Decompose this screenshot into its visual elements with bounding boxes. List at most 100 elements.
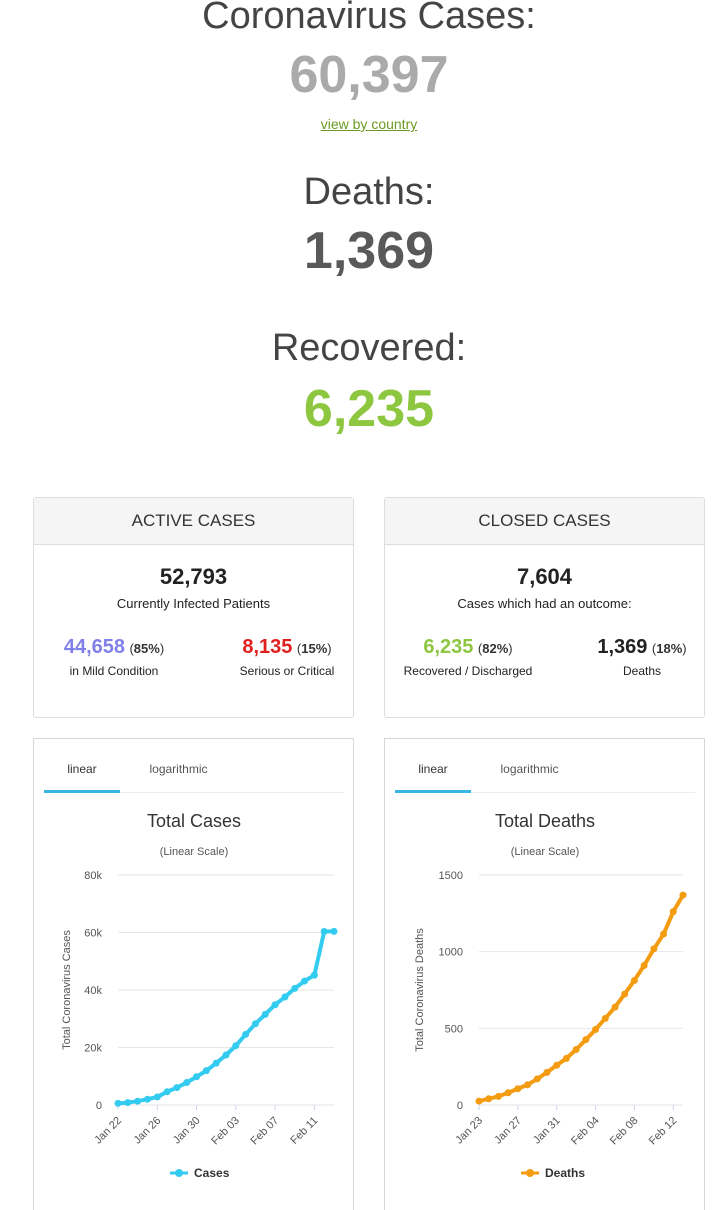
- x-tick-label: Jan 26: [132, 1115, 164, 1147]
- x-tick-label: Feb 07: [249, 1115, 282, 1148]
- data-point: [601, 1014, 609, 1022]
- data-point: [202, 1067, 210, 1075]
- data-point: [592, 1026, 600, 1034]
- data-point: [660, 930, 668, 938]
- chart-subtitle: (Linear Scale): [160, 846, 228, 858]
- active-total-label: Currently Infected Patients: [116, 596, 271, 611]
- closed-recovered-value: 6,235: [423, 636, 474, 658]
- closed-recovered-label: Recovered / Discharged: [403, 664, 533, 678]
- data-point: [261, 1010, 269, 1018]
- data-point: [572, 1045, 580, 1053]
- y-tick-label: 60k: [84, 928, 102, 940]
- x-tick-label: Feb 12: [647, 1115, 680, 1148]
- cases-chart-tabs: linear logarithmic: [44, 753, 344, 793]
- closed-total-label: Cases which had an outcome:: [457, 596, 632, 611]
- deaths-pct-wrap: (18%): [651, 641, 687, 656]
- legend-label: Cases: [194, 1166, 230, 1180]
- data-point: [212, 1059, 220, 1067]
- deaths-tab-logarithmic[interactable]: logarithmic: [500, 762, 559, 776]
- data-point: [320, 928, 328, 936]
- mild-pct-wrap: (85%): [129, 641, 165, 656]
- data-point: [650, 945, 658, 953]
- total-cases-chart-panel: linear logarithmic Total Cases (Linear Sc…: [33, 738, 354, 1210]
- data-point: [611, 1003, 619, 1011]
- y-axis-label: Total Coronavirus Cases: [61, 930, 73, 1050]
- data-point: [640, 961, 648, 969]
- x-tick-label: Jan 22: [92, 1115, 124, 1147]
- mild-label: in Mild Condition: [69, 664, 159, 678]
- chart-title: Total Cases: [147, 811, 241, 831]
- data-point: [242, 1030, 250, 1038]
- cases-tab-linear[interactable]: linear: [44, 753, 120, 793]
- y-tick-label: 1500: [439, 870, 463, 882]
- x-tick-label: Feb 04: [569, 1115, 602, 1148]
- legend-marker-icon: [175, 1169, 183, 1177]
- data-point: [533, 1075, 541, 1083]
- x-tick-label: Feb 11: [288, 1115, 320, 1147]
- active-cases-title: ACTIVE CASES: [34, 498, 353, 545]
- mild-pct: 85%: [133, 641, 160, 656]
- data-point: [124, 1099, 132, 1107]
- deaths-heading: Deaths:: [303, 171, 435, 213]
- data-point: [621, 990, 629, 998]
- active-cases-panel: ACTIVE CASES 52,793 Currently Infected P…: [33, 497, 354, 718]
- data-point: [679, 891, 687, 899]
- y-tick-label: 1000: [439, 947, 463, 959]
- data-point: [271, 1001, 279, 1009]
- recovered-heading: Recovered:: [271, 327, 467, 369]
- series-line: [478, 894, 685, 1104]
- data-point: [330, 927, 338, 935]
- x-tick-label: Jan 23: [453, 1115, 485, 1147]
- serious-pct-wrap: (15%): [296, 641, 332, 656]
- closed-cases-title: CLOSED CASES: [385, 498, 704, 545]
- active-total: 52,793: [159, 564, 228, 589]
- view-by-country-link[interactable]: view by country: [320, 116, 418, 132]
- data-point: [562, 1054, 570, 1062]
- legend-marker-icon: [526, 1169, 534, 1177]
- cases-heading: Coronavirus Cases:: [202, 0, 536, 37]
- data-point: [630, 976, 638, 984]
- data-point: [582, 1036, 590, 1044]
- mild-condition-block: 44,658 (85%) in Mild Condition: [39, 636, 189, 678]
- x-tick-label: Jan 30: [171, 1115, 203, 1147]
- data-point: [153, 1093, 161, 1101]
- deaths-chart-tabs: linear logarithmic: [395, 753, 695, 793]
- chart-subtitle: (Linear Scale): [511, 846, 579, 858]
- total-cases-chart: Total Cases (Linear Scale) 0 20k 40k 60k 80k To…: [61, 811, 338, 1180]
- series-line: [117, 929, 335, 1106]
- data-point: [183, 1079, 191, 1087]
- cases-count: 60,397: [289, 46, 449, 104]
- data-point: [134, 1097, 142, 1105]
- y-tick-label: 0: [96, 1100, 102, 1112]
- y-tick-label: 40k: [84, 985, 102, 997]
- serious-pct: 15%: [301, 641, 328, 656]
- closed-deaths-label: Deaths: [622, 664, 662, 678]
- x-tick-label: Feb 08: [608, 1115, 641, 1148]
- data-point: [543, 1068, 551, 1076]
- x-tick-label: Jan 31: [531, 1115, 563, 1147]
- x-tick-label: Jan 27: [492, 1115, 524, 1147]
- cases-tab-logarithmic[interactable]: logarithmic: [149, 762, 208, 776]
- serious-value: 8,135: [242, 636, 293, 658]
- closed-deaths-block: 1,369 (18%) Deaths: [567, 636, 717, 678]
- data-point: [232, 1042, 240, 1050]
- data-point: [524, 1081, 532, 1089]
- mild-value: 44,658: [63, 636, 125, 658]
- recovered-block: 6,235 (82%) Recovered / Discharged: [393, 636, 543, 678]
- data-point: [251, 1020, 259, 1028]
- total-deaths-chart-panel: linear logarithmic Total Deaths (Linear S…: [384, 738, 705, 1210]
- closed-recovered-pct: 82%: [482, 641, 509, 656]
- deaths-count: 1,369: [303, 222, 435, 280]
- serious-label: Serious or Critical: [239, 664, 335, 678]
- deaths-tab-linear[interactable]: linear: [395, 753, 471, 793]
- closed-total: 7,604: [516, 564, 573, 589]
- data-point: [163, 1088, 171, 1096]
- data-point: [193, 1073, 201, 1081]
- data-point: [114, 1099, 122, 1107]
- chart-title: Total Deaths: [495, 811, 595, 831]
- y-tick-label: 500: [445, 1023, 463, 1035]
- data-point: [504, 1089, 512, 1097]
- recovered-count: 6,235: [303, 380, 435, 438]
- data-point: [494, 1092, 502, 1100]
- closed-cases-panel: CLOSED CASES 7,604 Cases which had an ou…: [384, 497, 705, 718]
